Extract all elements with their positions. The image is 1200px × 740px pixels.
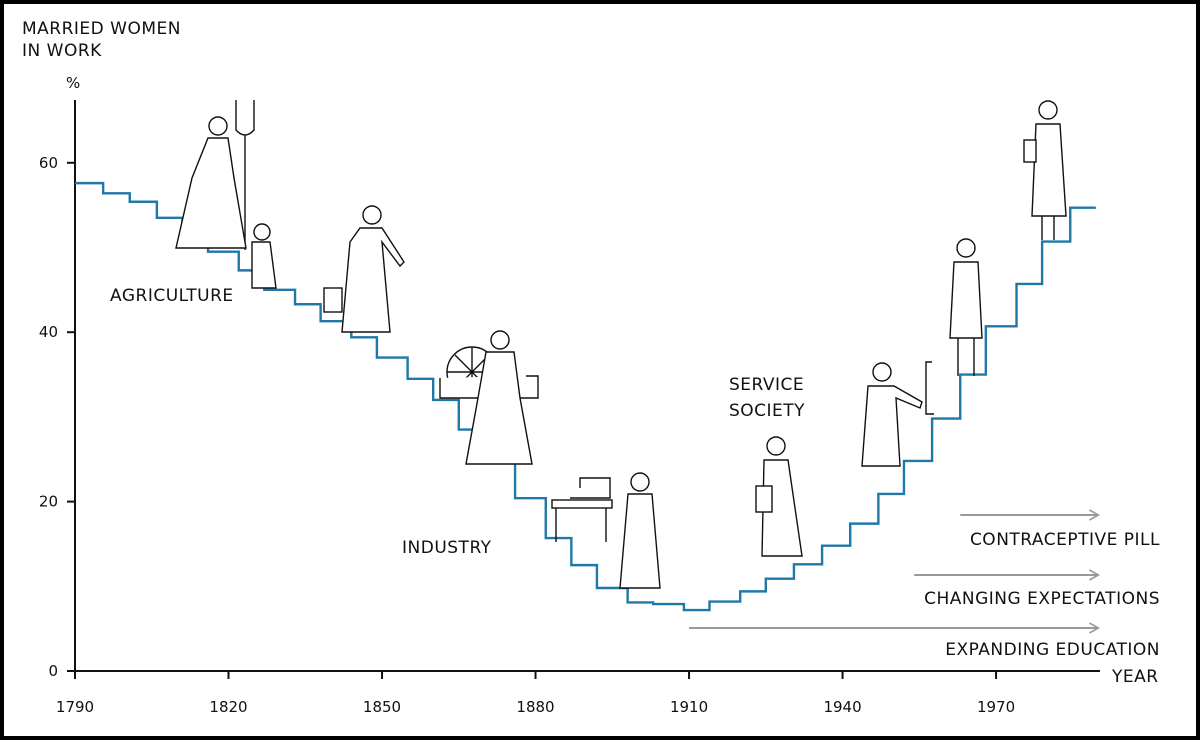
y-tick-label: 60 xyxy=(39,154,58,172)
trend-arrow: EXPANDING EDUCATION xyxy=(689,622,1160,660)
woman-in-skirt-suit-icon xyxy=(949,238,983,376)
trend-arrow: CONTRACEPTIVE PILL xyxy=(960,509,1160,550)
y-tick-label: 40 xyxy=(39,323,58,341)
y-tick-label: 20 xyxy=(39,493,58,511)
annotation-industry: INDUSTRY xyxy=(402,538,492,558)
x-tick-label: 1820 xyxy=(209,698,247,716)
chart-frame: MARRIED WOMEN IN WORK % YEAR 1790 1820 185… xyxy=(4,4,1196,736)
x-tick-label: 1940 xyxy=(823,698,861,716)
x-axis-label: YEAR xyxy=(1111,667,1159,687)
x-tick-label: 1880 xyxy=(516,698,554,716)
x-tick-label: 1970 xyxy=(977,698,1015,716)
woman-factory-worker-icon xyxy=(619,472,661,589)
trend-arrow-label: CONTRACEPTIVE PILL xyxy=(970,530,1160,550)
arrow-head-icon xyxy=(1089,569,1101,581)
x-tick-label: 1850 xyxy=(363,698,401,716)
annotation-service-line2: SOCIETY xyxy=(729,401,805,421)
trend-arrow-label: CHANGING EXPECTATIONS xyxy=(924,589,1160,609)
y-axis-unit: % xyxy=(66,74,80,92)
y-tick-label: 0 xyxy=(48,662,58,680)
telephone-operator-icon xyxy=(861,361,934,467)
arrow-head-icon xyxy=(1089,622,1101,634)
x-tick-label: 1790 xyxy=(56,698,94,716)
step-line xyxy=(75,181,1096,612)
arrow-head-icon xyxy=(1089,509,1101,521)
y-axis-label-line2: IN WORK xyxy=(22,41,102,61)
modern-woman-with-bag-icon xyxy=(1023,100,1067,240)
x-tick-label: 1910 xyxy=(670,698,708,716)
sewing-machine-icon xyxy=(551,477,613,542)
child-figure-icon xyxy=(251,223,277,289)
farm-woman-with-pitchfork-icon xyxy=(175,100,255,250)
trend-arrow: CHANGING EXPECTATIONS xyxy=(914,569,1160,609)
woman-with-spinning-wheel-icon xyxy=(439,330,539,465)
woman-with-folder-icon xyxy=(755,436,803,557)
annotation-agriculture: AGRICULTURE xyxy=(110,286,234,306)
woman-with-bucket-icon xyxy=(323,205,405,333)
trend-arrow-label: EXPANDING EDUCATION xyxy=(945,640,1160,660)
annotation-service-line1: SERVICE xyxy=(729,375,804,395)
y-axis-label-line1: MARRIED WOMEN xyxy=(22,19,181,39)
step-chart: MARRIED WOMEN IN WORK % YEAR 1790 1820 185… xyxy=(22,19,1160,716)
